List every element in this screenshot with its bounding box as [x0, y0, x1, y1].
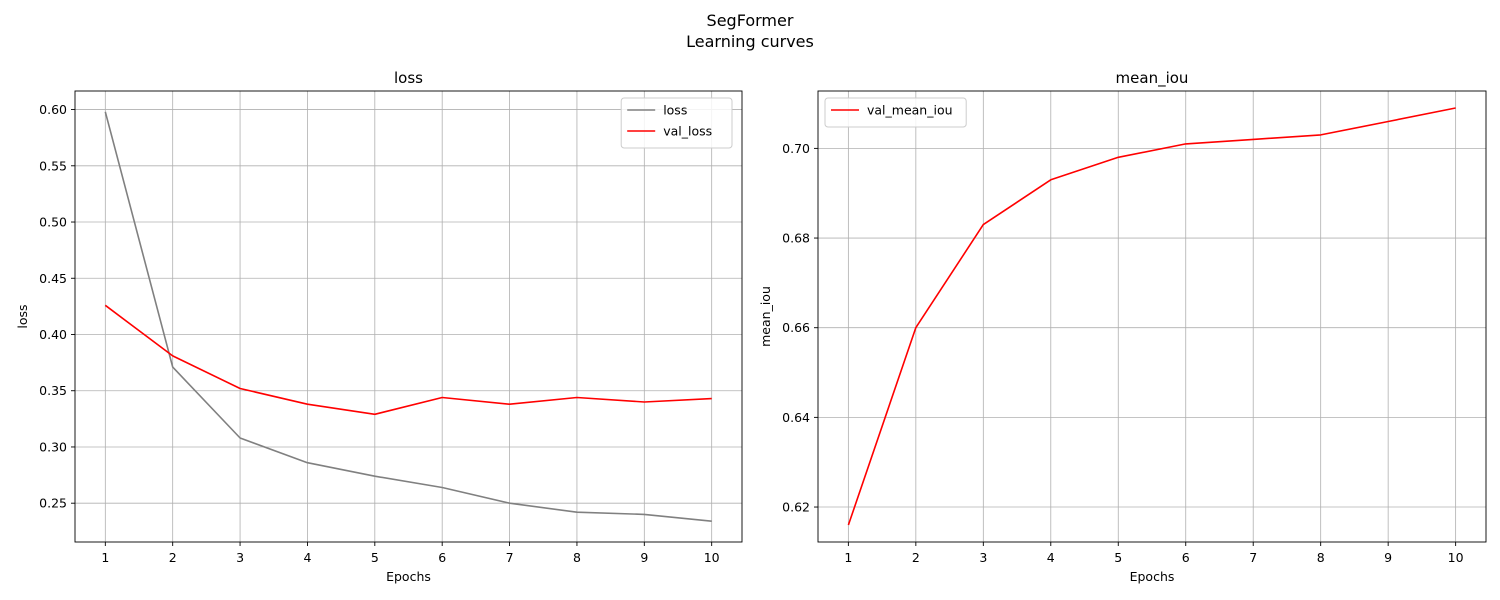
legend-box [824, 97, 967, 128]
y-tick-label: 0.45 [39, 271, 67, 286]
x-tick-label: 9 [1384, 550, 1392, 565]
x-tick-label: 7 [506, 550, 514, 565]
x-tick-label: 8 [573, 550, 581, 565]
x-tick-label: 3 [236, 550, 244, 565]
plot-frame [817, 90, 1487, 543]
x-axis-label: Epochs [386, 569, 431, 584]
y-tick-label: 0.66 [782, 320, 810, 335]
y-axis-label: loss [15, 304, 30, 328]
x-tick-label: 4 [1047, 550, 1055, 565]
chart-mean-iou: 1 2 3 4 5 6 7 8 9 10 0.62 0.64 0.66 0.68 0.70 mean_iou E… [758, 69, 1487, 584]
plot-frame [74, 90, 743, 543]
y-tick-label: 0.30 [39, 439, 67, 454]
x-tick-label: 4 [303, 550, 311, 565]
x-tick-label: 9 [640, 550, 648, 565]
x-tick-label: 6 [1182, 550, 1190, 565]
x-tick-label: 5 [371, 550, 379, 565]
series-line-loss [104, 111, 712, 522]
y-tick-label: 0.68 [782, 231, 810, 246]
y-tick-label: 0.60 [39, 102, 67, 117]
x-tick-label: 7 [1249, 550, 1257, 565]
y-tick-label: 0.35 [39, 383, 67, 398]
x-tick-label: 1 [844, 550, 852, 565]
legend-label-val_mean_iou: val_mean_iou [867, 103, 953, 118]
y-tick-label: 0.55 [39, 158, 67, 173]
y-axis-label: mean_iou [758, 286, 773, 347]
figure-title-line-2: Learning curves [686, 32, 814, 51]
figure-title-line-1: SegFormer [706, 11, 794, 30]
series-line-val_loss [104, 304, 712, 416]
x-tick-label: 8 [1317, 550, 1325, 565]
legend: val_mean_iou [824, 97, 967, 128]
legend-label-val_loss: val_loss [663, 124, 712, 139]
x-tick-label: 2 [912, 550, 920, 565]
chart-title: loss [394, 69, 423, 87]
y-tick-label: 0.64 [782, 410, 810, 425]
chart-title: mean_iou [1116, 69, 1189, 88]
x-tick-label: 6 [438, 550, 446, 565]
x-tick-label: 10 [704, 550, 720, 565]
y-tick-label: 0.70 [782, 141, 810, 156]
chart-loss: 1 2 3 4 5 6 7 8 9 10 0.25 0.30 0.35 0.40 0.45 0.50 0.55 0… [15, 69, 743, 584]
series-line-val_mean_iou [847, 107, 1456, 526]
x-tick-label: 3 [979, 550, 987, 565]
y-tick-label: 0.40 [39, 327, 67, 342]
legend: loss val_loss [620, 97, 733, 149]
y-tick-label: 0.25 [39, 496, 67, 511]
y-tick-label: 0.50 [39, 215, 67, 230]
legend-label-loss: loss [663, 103, 687, 118]
y-tick-label: 0.62 [782, 500, 810, 515]
x-tick-label: 5 [1114, 550, 1122, 565]
figure-title: SegFormer Learning curves [0, 10, 1500, 52]
x-tick-label: 1 [101, 550, 109, 565]
x-tick-label: 2 [169, 550, 177, 565]
x-tick-label: 10 [1448, 550, 1464, 565]
x-axis-label: Epochs [1130, 569, 1175, 584]
